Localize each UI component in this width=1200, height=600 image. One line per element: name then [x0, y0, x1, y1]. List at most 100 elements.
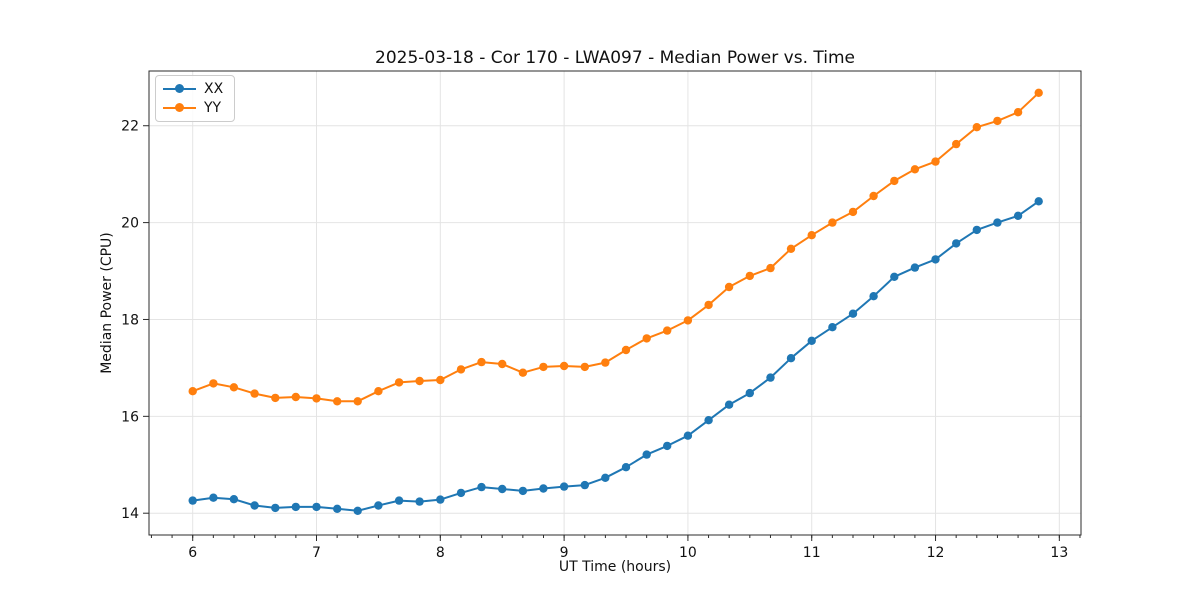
- data-point-XX: [291, 502, 300, 512]
- data-point-XX: [910, 263, 920, 272]
- y-tick-label: 18: [121, 312, 139, 328]
- data-point-YY: [1013, 108, 1023, 117]
- data-point-XX: [229, 495, 239, 504]
- data-point-XX: [890, 272, 899, 281]
- data-point-XX: [724, 400, 734, 409]
- data-point-YY: [353, 397, 362, 406]
- data-point-YY: [580, 362, 589, 372]
- y-axis-label: Median Power (CPU): [99, 232, 115, 374]
- data-point-XX: [972, 225, 981, 235]
- data-point-XX: [559, 482, 569, 491]
- data-point-XX: [993, 218, 1002, 227]
- data-point-XX: [869, 292, 878, 301]
- x-axis-label: UT Time (hours): [558, 559, 672, 575]
- x-tick-label: 8: [436, 545, 445, 561]
- data-point-YY: [271, 393, 280, 403]
- data-point-YY: [333, 397, 342, 406]
- legend-row-YY: YY: [163, 101, 223, 115]
- x-tick-label: 7: [312, 545, 321, 561]
- data-point-YY: [807, 231, 816, 240]
- data-point-YY: [745, 271, 754, 281]
- legend-line-marker-icon: [163, 103, 196, 113]
- data-point-XX: [952, 239, 961, 248]
- data-point-YY: [601, 358, 610, 367]
- data-point-YY: [415, 376, 424, 386]
- data-point-XX: [931, 255, 940, 264]
- data-point-XX: [807, 336, 816, 345]
- data-point-XX: [209, 493, 218, 502]
- data-point-XX: [477, 482, 486, 492]
- data-point-YY: [518, 368, 528, 377]
- data-point-XX: [539, 484, 548, 493]
- data-point-XX: [436, 495, 445, 504]
- data-point-XX: [704, 416, 713, 425]
- data-point-XX: [745, 388, 754, 398]
- data-point-XX: [828, 323, 837, 332]
- data-point-YY: [828, 218, 837, 227]
- data-point-YY: [890, 176, 899, 186]
- x-tick-label: 11: [803, 545, 821, 561]
- data-point-YY: [766, 263, 775, 273]
- data-point-XX: [312, 502, 321, 512]
- data-point-XX: [250, 501, 259, 510]
- data-point-YY: [931, 157, 940, 166]
- data-point-XX: [518, 486, 528, 496]
- data-point-XX: [498, 484, 507, 494]
- data-point-XX: [848, 309, 858, 318]
- data-point-XX: [271, 503, 280, 513]
- data-point-YY: [477, 357, 486, 367]
- data-point-XX: [601, 473, 610, 482]
- data-point-XX: [394, 496, 404, 505]
- data-point-YY: [910, 165, 920, 174]
- chart-title: 2025-03-18 - Cor 170 - LWA097 - Median P…: [375, 48, 855, 68]
- data-point-YY: [394, 378, 404, 387]
- axes-frame: [148, 70, 1082, 536]
- data-point-XX: [188, 496, 197, 505]
- data-point-YY: [621, 345, 631, 355]
- data-point-XX: [766, 373, 775, 382]
- legend-label: XX: [204, 81, 224, 97]
- data-point-XX: [456, 488, 466, 498]
- data-point-YY: [642, 334, 651, 343]
- x-tick-label: 12: [927, 545, 945, 561]
- data-point-YY: [291, 392, 300, 402]
- x-tick-label: 9: [560, 545, 569, 561]
- data-point-XX: [1034, 197, 1043, 206]
- data-point-YY: [456, 365, 466, 374]
- data-point-YY: [993, 116, 1002, 126]
- data-point-YY: [188, 387, 197, 396]
- data-point-XX: [1013, 211, 1023, 220]
- data-point-YY: [250, 389, 259, 398]
- data-point-YY: [209, 379, 218, 388]
- series-line-YY: [191, 91, 1040, 403]
- data-point-YY: [663, 326, 672, 335]
- data-point-YY: [724, 282, 734, 292]
- legend-row-XX: XX: [163, 82, 223, 96]
- data-point-YY: [704, 300, 713, 310]
- data-point-XX: [663, 441, 672, 451]
- data-point-YY: [972, 123, 981, 132]
- legend-line-marker-icon: [163, 84, 196, 94]
- y-tick-label: 16: [121, 409, 139, 425]
- data-point-XX: [642, 450, 651, 459]
- data-point-YY: [539, 362, 548, 372]
- data-point-XX: [353, 506, 362, 515]
- data-point-XX: [786, 354, 796, 363]
- legend-label: YY: [204, 100, 222, 116]
- data-point-YY: [683, 316, 693, 325]
- data-point-YY: [312, 394, 321, 403]
- data-point-XX: [683, 431, 693, 440]
- x-tick-label: 6: [188, 545, 197, 561]
- y-tick-label: 14: [121, 506, 139, 522]
- legend: XX YY: [155, 75, 236, 122]
- y-tick-label: 22: [121, 119, 139, 135]
- x-tick-label: 10: [679, 545, 697, 561]
- data-point-XX: [374, 501, 383, 510]
- data-point-YY: [1034, 88, 1043, 98]
- data-point-YY: [952, 139, 961, 149]
- x-tick-label: 13: [1050, 545, 1068, 561]
- data-point-XX: [333, 504, 342, 513]
- data-point-XX: [580, 480, 589, 490]
